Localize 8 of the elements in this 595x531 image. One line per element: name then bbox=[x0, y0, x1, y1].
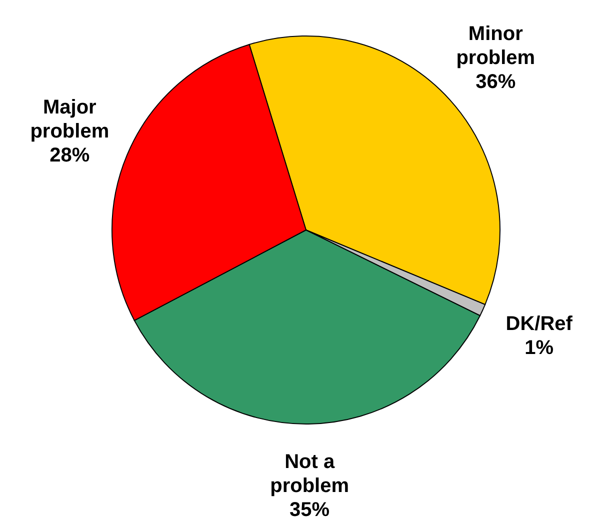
slice-label: Major problem bbox=[30, 96, 110, 143]
slice-label: DK/Ref bbox=[506, 312, 573, 335]
data-label: 36% bbox=[476, 71, 516, 94]
data-label: 35% bbox=[290, 498, 330, 521]
slice-label: Minor problem bbox=[456, 23, 536, 70]
slice-label: Not a problem bbox=[270, 450, 350, 497]
data-label: 28% bbox=[50, 144, 90, 167]
data-label: 1% bbox=[524, 336, 554, 359]
